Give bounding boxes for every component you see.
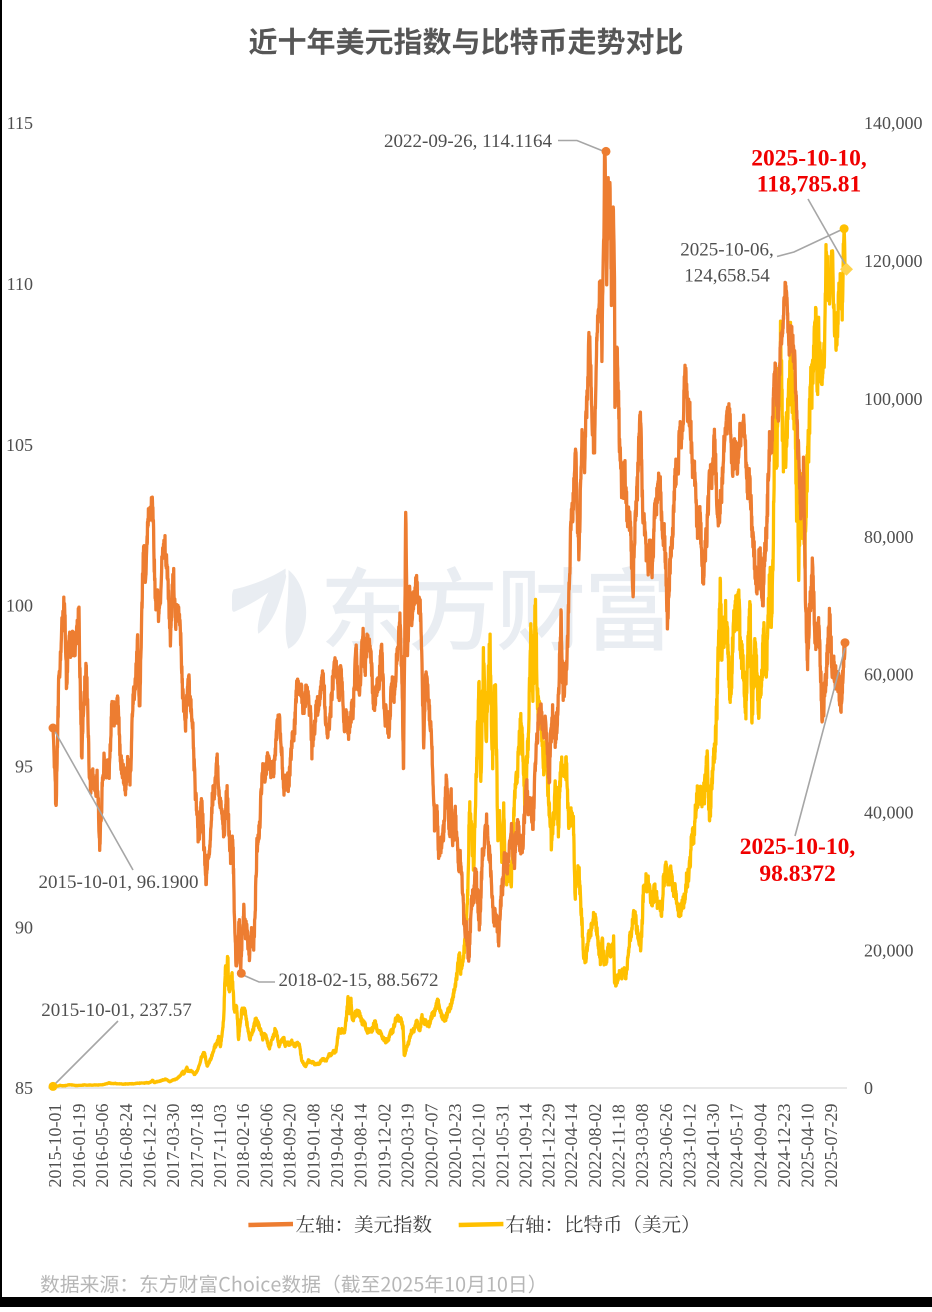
svg-text:2015-10-01: 2015-10-01 bbox=[45, 1104, 65, 1188]
svg-text:110: 110 bbox=[7, 274, 33, 294]
svg-text:2018-02-16: 2018-02-16 bbox=[233, 1104, 253, 1188]
svg-text:2022-08-02: 2022-08-02 bbox=[585, 1104, 605, 1188]
svg-text:2025-10-10,: 2025-10-10, bbox=[751, 146, 867, 172]
svg-text:2019-08-14: 2019-08-14 bbox=[351, 1104, 371, 1188]
svg-text:2025-10-06,: 2025-10-06, bbox=[680, 240, 773, 261]
svg-text:140,000: 140,000 bbox=[864, 113, 923, 133]
svg-text:20,000: 20,000 bbox=[864, 940, 914, 960]
svg-text:2021-12-29: 2021-12-29 bbox=[538, 1104, 558, 1188]
svg-text:2025-04-10: 2025-04-10 bbox=[797, 1104, 817, 1188]
svg-text:2022-09-26, 114.1164: 2022-09-26, 114.1164 bbox=[384, 131, 552, 152]
svg-text:100: 100 bbox=[6, 596, 33, 616]
svg-text:2025-07-29: 2025-07-29 bbox=[821, 1104, 841, 1188]
svg-text:2023-10-12: 2023-10-12 bbox=[679, 1104, 699, 1188]
svg-text:2016-01-19: 2016-01-19 bbox=[69, 1104, 89, 1188]
svg-text:90: 90 bbox=[15, 917, 33, 937]
svg-text:2018-02-15, 88.5672: 2018-02-15, 88.5672 bbox=[279, 970, 439, 991]
svg-text:60,000: 60,000 bbox=[864, 665, 914, 685]
svg-text:120,000: 120,000 bbox=[864, 251, 923, 271]
svg-text:2023-03-08: 2023-03-08 bbox=[632, 1104, 652, 1188]
svg-text:0: 0 bbox=[864, 1078, 873, 1098]
svg-text:2025-10-10,: 2025-10-10, bbox=[740, 834, 856, 860]
svg-text:115: 115 bbox=[7, 113, 33, 133]
svg-text:2019-04-26: 2019-04-26 bbox=[327, 1104, 347, 1188]
svg-text:98.8372: 98.8372 bbox=[759, 861, 835, 887]
svg-text:124,658.54: 124,658.54 bbox=[684, 266, 770, 287]
svg-text:2024-01-30: 2024-01-30 bbox=[703, 1104, 723, 1188]
svg-text:2018-06-06: 2018-06-06 bbox=[257, 1104, 277, 1188]
svg-text:118,785.81: 118,785.81 bbox=[757, 172, 861, 198]
svg-text:2024-09-04: 2024-09-04 bbox=[750, 1104, 770, 1188]
svg-text:2016-12-12: 2016-12-12 bbox=[140, 1104, 160, 1188]
svg-text:2017-07-18: 2017-07-18 bbox=[187, 1104, 207, 1188]
svg-text:2022-11-18: 2022-11-18 bbox=[608, 1104, 628, 1187]
svg-text:2016-05-06: 2016-05-06 bbox=[92, 1104, 112, 1188]
svg-text:95: 95 bbox=[15, 757, 33, 777]
svg-text:80,000: 80,000 bbox=[864, 527, 914, 547]
svg-text:2021-09-14: 2021-09-14 bbox=[515, 1104, 535, 1188]
svg-text:2019-01-08: 2019-01-08 bbox=[303, 1104, 323, 1188]
svg-text:2019-12-02: 2019-12-02 bbox=[374, 1104, 394, 1188]
svg-text:100,000: 100,000 bbox=[864, 389, 923, 409]
svg-text:2016-08-24: 2016-08-24 bbox=[116, 1104, 136, 1188]
svg-text:2024-12-23: 2024-12-23 bbox=[774, 1104, 794, 1188]
svg-text:2023-06-26: 2023-06-26 bbox=[656, 1104, 676, 1188]
svg-text:2021-05-31: 2021-05-31 bbox=[493, 1104, 513, 1188]
svg-text:2021-02-10: 2021-02-10 bbox=[469, 1104, 489, 1188]
svg-text:2022-04-14: 2022-04-14 bbox=[561, 1104, 581, 1188]
svg-text:85: 85 bbox=[15, 1078, 33, 1098]
svg-text:2020-03-19: 2020-03-19 bbox=[398, 1104, 418, 1188]
svg-text:2017-11-03: 2017-11-03 bbox=[210, 1104, 230, 1187]
svg-text:105: 105 bbox=[6, 435, 33, 455]
svg-text:2024-05-17: 2024-05-17 bbox=[727, 1104, 747, 1188]
svg-text:2020-10-23: 2020-10-23 bbox=[445, 1104, 465, 1188]
svg-text:2018-09-20: 2018-09-20 bbox=[280, 1104, 300, 1188]
svg-text:2015-10-01, 237.57: 2015-10-01, 237.57 bbox=[41, 1000, 191, 1021]
svg-text:40,000: 40,000 bbox=[864, 803, 914, 823]
svg-text:2017-03-30: 2017-03-30 bbox=[163, 1104, 183, 1188]
svg-text:2015-10-01, 96.1900: 2015-10-01, 96.1900 bbox=[39, 872, 199, 893]
svg-text:2020-07-07: 2020-07-07 bbox=[422, 1104, 442, 1188]
